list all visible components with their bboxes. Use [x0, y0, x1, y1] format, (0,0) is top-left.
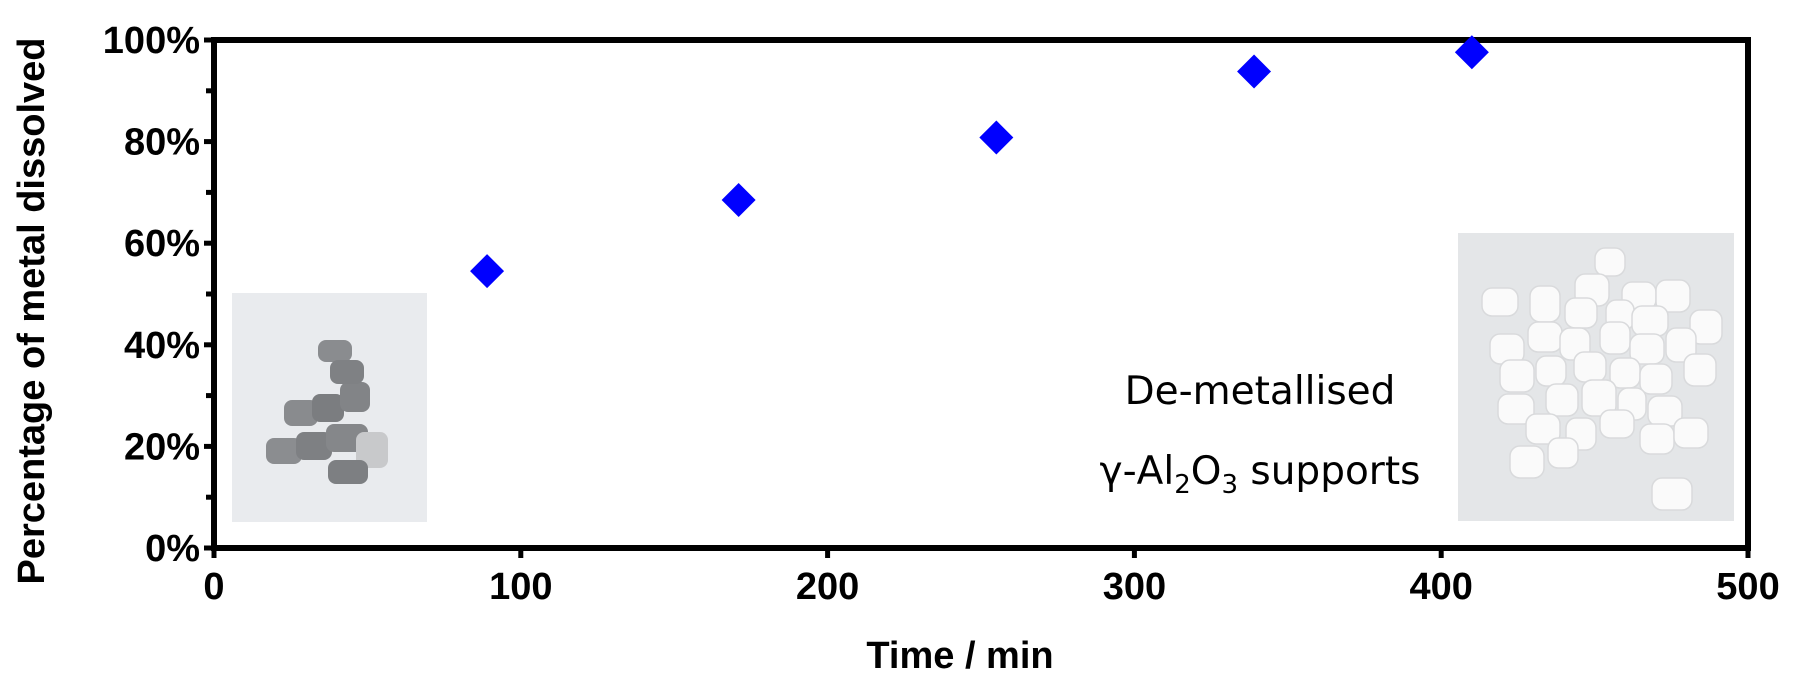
data-point — [470, 254, 505, 289]
annotation-gamma-al: γ-Al — [1100, 449, 1175, 494]
annotation-line-2: γ-Al2O3 supports — [1100, 449, 1421, 500]
x-tick-label: 0 — [203, 566, 224, 608]
y-tick-label: 60% — [124, 223, 200, 265]
photo-grey-metal-loaded-pellets — [232, 293, 427, 522]
x-tick-label: 400 — [1409, 566, 1472, 608]
x-tick-label: 200 — [796, 566, 859, 608]
data-point — [721, 183, 756, 218]
y-tick-label: 80% — [124, 122, 200, 164]
axis-ticks — [204, 37, 1751, 558]
y-tick-label: 100% — [103, 20, 200, 62]
data-point — [979, 120, 1014, 155]
y-tick-label: 0% — [145, 528, 200, 570]
x-tick-label: 100 — [489, 566, 552, 608]
annotation-supports: supports — [1238, 449, 1420, 494]
data-point — [1237, 54, 1272, 89]
x-tick-label: 300 — [1103, 566, 1166, 608]
axis-tick-labels: 0% 20% 40% 60% 80% 100% 0 100 200 300 400 500 — [103, 20, 1780, 608]
x-tick-label: 500 — [1716, 566, 1779, 608]
y-axis-title: Percentage of metal dissolved — [11, 38, 53, 585]
y-tick-label: 20% — [124, 426, 200, 468]
data-point — [1454, 35, 1489, 70]
annotation-subscript-2: 2 — [1174, 470, 1191, 500]
x-axis-title: Time / min — [866, 635, 1053, 675]
y-tick-label: 40% — [124, 325, 200, 367]
annotation-o: O — [1191, 449, 1222, 494]
annotation-subscript-3: 3 — [1221, 470, 1238, 500]
photo-white-de-metallised-pellets — [1458, 233, 1734, 521]
data-points — [470, 35, 1489, 289]
annotation-line-1: De-metallised — [1125, 369, 1396, 414]
